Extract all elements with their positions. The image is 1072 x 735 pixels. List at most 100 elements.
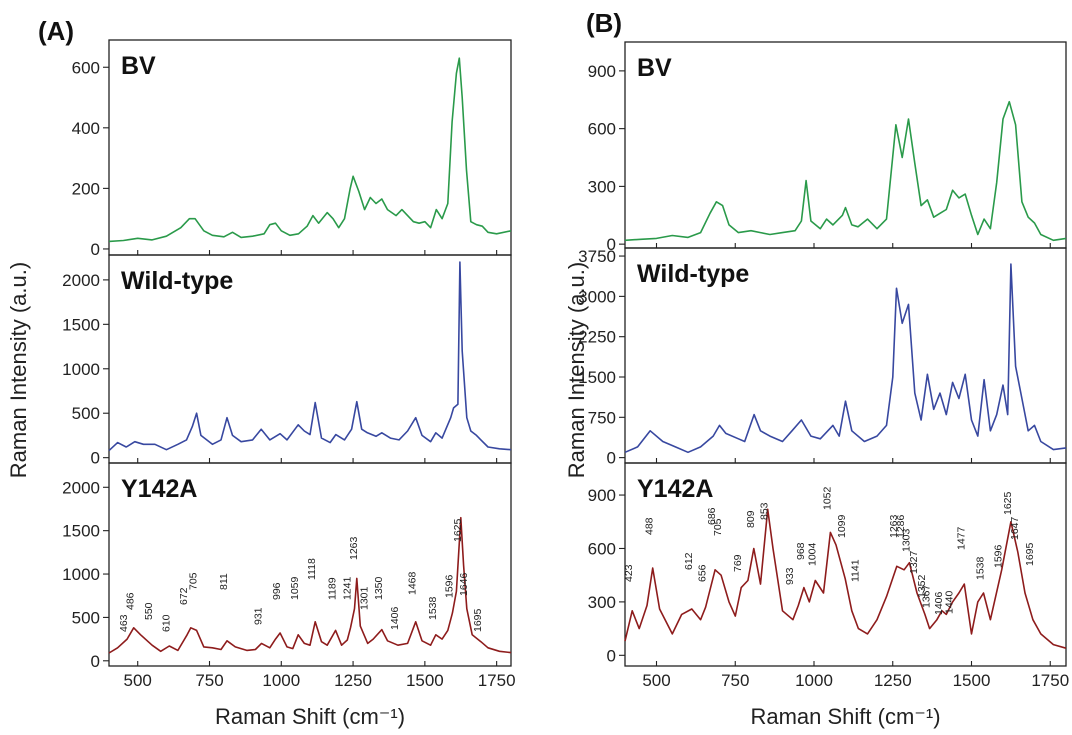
- peak-label: 488: [644, 517, 656, 535]
- peak-label: 1596: [993, 544, 1005, 568]
- subplot-title: Wild-type: [637, 260, 749, 288]
- peak-label: 1625: [1002, 491, 1014, 515]
- peak-label: 809: [745, 510, 757, 528]
- subplot-y142a: 0 300 600 900 Y142A: [588, 462, 1067, 667]
- x-tick-label: 750: [195, 671, 223, 690]
- peak-label: 1647: [1009, 516, 1021, 540]
- peak-label: 1241: [341, 576, 353, 600]
- y-tick-label: 500: [72, 608, 100, 627]
- x-tick-label: 1750: [478, 671, 516, 690]
- peak-label: 853: [759, 502, 771, 520]
- peak-label: 550: [143, 602, 155, 620]
- peak-label: 933: [784, 567, 796, 585]
- y-tick-label: 0: [607, 646, 616, 665]
- y-tick-label: 900: [588, 62, 616, 81]
- y-tick-label: 3750: [578, 247, 616, 266]
- x-tick-label: 1250: [334, 671, 372, 690]
- series-line-y142a: [108, 516, 512, 654]
- y-tick-label: 300: [588, 593, 616, 612]
- y-tick-label: 0: [91, 240, 100, 259]
- y-axis-label: Raman Intensity (a.u.): [564, 262, 589, 478]
- peak-label: 1301: [359, 586, 371, 610]
- peak-label: 811: [218, 573, 230, 590]
- x-tick-label: 1000: [795, 671, 833, 690]
- y-tick-label: 500: [72, 404, 100, 423]
- y-tick-label: 750: [588, 408, 616, 427]
- peak-label: 612: [683, 552, 695, 570]
- y-tick-label: 3000: [578, 287, 616, 306]
- peak-label: 1099: [836, 514, 848, 538]
- peak-label: 463: [118, 614, 130, 632]
- y-tick-label: 2000: [62, 478, 100, 497]
- peak-label: 672: [178, 587, 190, 605]
- y-tick-label: 1500: [62, 315, 100, 334]
- y-tick-label: 1500: [62, 522, 100, 541]
- x-tick-label: 1500: [953, 671, 991, 690]
- y-tick-label: 0: [607, 235, 616, 254]
- x-tick-label: 500: [124, 671, 152, 690]
- series-line-bv: [108, 57, 512, 243]
- panel-letter: (A): [38, 16, 74, 46]
- y-tick-label: 2250: [578, 328, 616, 347]
- x-tick-label: 750: [721, 671, 749, 690]
- x-tick-label: 500: [642, 671, 670, 690]
- y-axis-label: Raman Intensity (a.u.): [6, 262, 31, 478]
- peak-label: 656: [697, 564, 709, 582]
- peak-label: 705: [712, 518, 724, 536]
- subplot-wild-type: 0 750 1500 2250 3000 3750 Wild-type: [578, 247, 1067, 468]
- subplot-y142a: 0 500 1000 1500 2000 Y142A: [62, 462, 512, 671]
- peak-label: 1303: [900, 528, 912, 552]
- peak-label: 1263: [348, 536, 360, 560]
- subplot-title: Y142A: [637, 475, 713, 503]
- y-tick-label: 900: [588, 486, 616, 505]
- y-tick-label: 600: [72, 58, 100, 77]
- series-line-bv: [624, 100, 1067, 242]
- peak-label: 1695: [1024, 542, 1036, 566]
- y-tick-label: 1500: [578, 368, 616, 387]
- y-tick-label: 200: [72, 179, 100, 198]
- y-tick-label: 0: [91, 652, 100, 671]
- peak-label: 1118: [306, 558, 318, 580]
- subplot-wild-type: 0 500 1000 1500 2000 Wild-type: [62, 254, 512, 468]
- plot-frame: [624, 462, 1067, 667]
- peak-label: 686: [706, 507, 718, 525]
- peak-label: 1059: [289, 576, 301, 600]
- peak-label: 1468: [407, 571, 419, 595]
- peak-label: 1189: [327, 577, 339, 600]
- x-tick-label: 1000: [262, 671, 300, 690]
- x-axis-label: Raman Shift (cm⁻¹): [750, 704, 940, 729]
- subplot-title: Y142A: [121, 475, 197, 503]
- peak-label: 1286: [895, 514, 907, 538]
- peak-label: 1352: [916, 574, 928, 598]
- peak-label: 1052: [821, 486, 833, 510]
- peak-label: 1327: [908, 550, 920, 574]
- peak-label: 610: [160, 614, 172, 632]
- peak-label: 1350: [373, 576, 385, 600]
- peak-label: 1625: [452, 518, 464, 542]
- subplot-bv: 0 200 400 600 BV: [72, 39, 512, 259]
- subplot-title: BV: [121, 52, 156, 80]
- panel-b: (B) Raman Intensity (a.u.) 0 300 600 900 BV 0 75…: [564, 8, 1069, 729]
- panel-a: (A) Raman Intensity (a.u.) 0 200 400 600 BV 0 50…: [6, 16, 516, 729]
- y-tick-label: 600: [588, 539, 616, 558]
- x-tick-label: 1250: [874, 671, 912, 690]
- peak-label: 996: [271, 582, 283, 600]
- panel-letter: (B): [586, 8, 622, 38]
- y-tick-label: 1000: [62, 360, 100, 379]
- peak-label: 1406: [933, 591, 945, 615]
- peak-label: 1367: [921, 584, 933, 608]
- y-tick-label: 0: [91, 449, 100, 468]
- peak-label: 1141: [849, 559, 861, 582]
- peak-label: 1440: [944, 590, 956, 614]
- subplot-title: BV: [637, 54, 672, 82]
- y-tick-label: 600: [588, 120, 616, 139]
- x-tick-label: 1750: [1031, 671, 1069, 690]
- peak-label: 1695: [472, 608, 484, 632]
- peak-label: 1596: [443, 574, 455, 598]
- peak-label: 1646: [458, 572, 470, 596]
- peak-label: 1538: [427, 596, 439, 620]
- y-tick-label: 0: [607, 449, 616, 468]
- peak-label: 705: [188, 572, 200, 590]
- y-tick-label: 400: [72, 119, 100, 138]
